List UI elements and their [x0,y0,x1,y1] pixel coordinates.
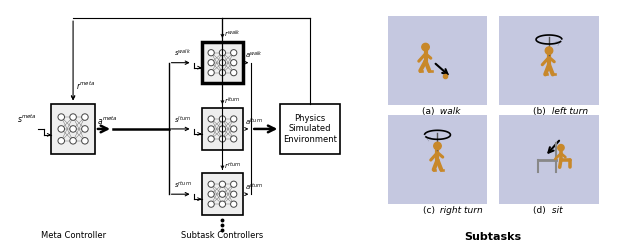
Circle shape [220,60,225,66]
Text: $a^{meta}$: $a^{meta}$ [97,115,118,127]
Circle shape [230,60,237,66]
Text: Meta Controller: Meta Controller [40,231,106,240]
Circle shape [434,142,441,150]
Circle shape [230,181,237,187]
Circle shape [230,50,237,56]
Text: $s^{lturn}$: $s^{lturn}$ [175,114,191,125]
Text: $s^{meta}$: $s^{meta}$ [17,113,37,125]
Circle shape [208,191,214,197]
Circle shape [58,126,65,132]
Circle shape [208,60,214,66]
Circle shape [230,116,237,122]
Circle shape [220,70,225,76]
Circle shape [208,116,214,122]
Circle shape [208,201,214,207]
Text: $a^{rturn}$: $a^{rturn}$ [245,181,264,192]
Circle shape [58,138,65,144]
Text: (d): (d) [533,206,549,215]
Circle shape [230,126,237,132]
Text: (a): (a) [422,107,438,116]
Circle shape [230,191,237,197]
Circle shape [558,144,564,151]
Circle shape [70,138,76,144]
Bar [388,115,487,204]
Circle shape [208,136,214,142]
Circle shape [230,201,237,207]
Bar [388,16,487,105]
Circle shape [220,126,225,132]
Text: (c): (c) [422,206,438,215]
Text: $r^{rturn}$: $r^{rturn}$ [225,161,241,171]
Circle shape [230,136,237,142]
Circle shape [422,43,429,51]
Circle shape [82,114,88,120]
Bar [202,108,243,150]
Circle shape [208,181,214,187]
Text: $r^{walk}$: $r^{walk}$ [225,29,241,40]
Text: Physics
Simulated
Environment: Physics Simulated Environment [283,114,337,144]
Text: Subtasks: Subtasks [465,232,522,242]
Circle shape [58,114,65,120]
Circle shape [82,126,88,132]
Text: (b): (b) [533,107,549,116]
Text: $a^{lturn}$: $a^{lturn}$ [245,116,263,127]
Bar [499,16,599,105]
Bar [202,42,243,83]
Circle shape [220,191,225,197]
Bar [499,115,599,204]
Text: $s^{rturn}$: $s^{rturn}$ [174,179,191,190]
Circle shape [220,50,225,56]
Circle shape [70,126,76,132]
Text: right turn: right turn [438,206,483,215]
Text: $a^{walk}$: $a^{walk}$ [245,49,263,61]
Circle shape [220,116,225,122]
Circle shape [230,70,237,76]
Circle shape [545,47,553,54]
Text: $r^{meta}$: $r^{meta}$ [76,80,95,92]
Text: Subtask Controllers: Subtask Controllers [181,231,264,240]
Circle shape [220,181,225,187]
Text: walk: walk [438,107,461,116]
Text: left turn: left turn [549,107,588,116]
Circle shape [208,126,214,132]
Circle shape [70,114,76,120]
Bar [51,104,95,154]
Circle shape [82,138,88,144]
Circle shape [220,136,225,142]
Text: $s^{walk}$: $s^{walk}$ [174,47,191,59]
Text: sit: sit [549,206,563,215]
Circle shape [208,70,214,76]
Circle shape [220,201,225,207]
Circle shape [208,50,214,56]
Text: $r^{lturn}$: $r^{lturn}$ [225,95,241,106]
Bar [280,104,340,154]
Bar [202,173,243,215]
